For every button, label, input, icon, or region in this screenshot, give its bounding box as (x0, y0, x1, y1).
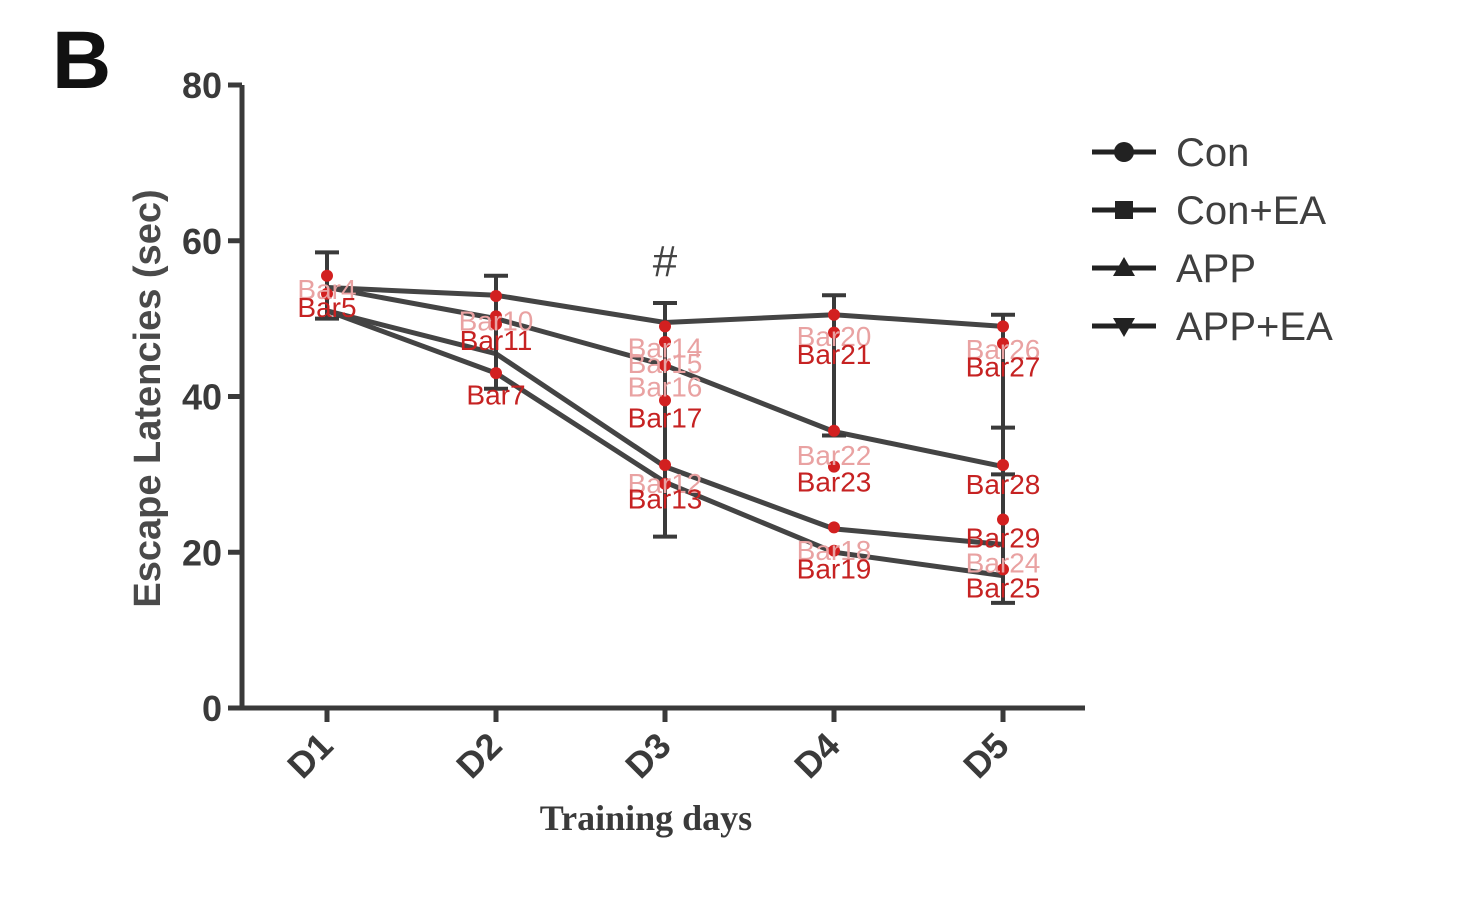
data-label-bar20: Bar20 (797, 321, 872, 352)
legend-marker-triangle-up (1113, 257, 1135, 276)
data-label-bar27: Bar27 (966, 351, 1041, 382)
panel-label: B (52, 15, 111, 106)
data-point-marker (321, 287, 333, 300)
annotations: # (653, 237, 678, 286)
data-point-marker (997, 320, 1009, 333)
data-point-marker (828, 544, 840, 557)
x-tick-label: D5 (955, 725, 1017, 787)
legend-label: Con+EA (1176, 189, 1326, 233)
y-tick-label: 0 (202, 688, 222, 729)
data-point-marker (997, 563, 1009, 576)
y-tick-label: 40 (182, 377, 222, 418)
data-label-bar5: Bar5 (297, 292, 356, 323)
data-label-bar17: Bar17 (628, 403, 703, 434)
legend-item-app-ea: APP+EA (1092, 305, 1333, 349)
legend-item-con-ea: Con+EA (1092, 189, 1326, 233)
x-tick-label: D3 (617, 725, 679, 787)
x-axis-title: Training days (540, 798, 752, 838)
data-point-marker (828, 521, 840, 534)
data-label-bar21: Bar21 (797, 339, 872, 370)
data-label-bar4: Bar4 (297, 274, 356, 305)
data-point-marker (659, 394, 671, 407)
y-tick-label: 60 (182, 221, 222, 262)
y-tick-label: 20 (182, 532, 222, 573)
data-label-bar11: Bar11 (460, 325, 533, 356)
data-label-bar16: Bar16 (628, 372, 703, 403)
data-label-bar22: Bar22 (797, 440, 872, 471)
y-tick-label: 80 (182, 65, 222, 106)
data-label-bar25: Bar25 (966, 572, 1041, 603)
data-labels: Bar4Bar5Bar7Bar10Bar11Bar12Bar13Bar14Bar… (297, 274, 1040, 603)
data-point-marker (828, 424, 840, 437)
legend-item-con: Con (1092, 131, 1249, 175)
data-label-bar28: Bar28 (966, 469, 1041, 500)
y-axis-title: Escape Latencies (sec) (127, 189, 169, 607)
data-label-bar26: Bar26 (966, 334, 1041, 365)
data-label-bar15: Bar15 (628, 348, 703, 379)
error-bar (315, 250, 339, 321)
x-tick-label: D2 (448, 725, 510, 787)
data-point-marker (997, 513, 1009, 526)
data-label-bar24: Bar24 (966, 547, 1041, 578)
data-label-bar29: Bar29 (966, 523, 1041, 554)
data-point-marker (321, 269, 333, 282)
legend-marker-triangle-down (1113, 318, 1135, 337)
data-point-marker (659, 477, 671, 490)
data-point-marker (659, 335, 671, 348)
data-point-marker (659, 320, 671, 333)
data-point-marker (659, 359, 671, 372)
data-point-marker (490, 367, 502, 380)
data-point-marker (828, 326, 840, 339)
data-point-marker (997, 459, 1009, 472)
x-tick-label: D4 (786, 725, 848, 787)
legend-marker-square (1115, 201, 1133, 219)
data-label-bar12: Bar12 (628, 468, 703, 499)
data-label-bar14: Bar14 (628, 333, 703, 364)
significance-annotation: # (653, 237, 678, 286)
legend-label: APP+EA (1176, 305, 1333, 349)
data-point-marker (490, 290, 502, 303)
data-label-bar7: Bar7 (466, 379, 525, 410)
data-label-bar19: Bar19 (797, 554, 872, 585)
data-label-bar23: Bar23 (797, 467, 872, 498)
data-point-marker (828, 460, 840, 473)
legend: Con Con+EA APP APP+EA (1092, 131, 1333, 349)
data-label-bar18: Bar18 (797, 535, 872, 566)
legend-marker-circle (1114, 142, 1134, 162)
data-point-marker (659, 459, 671, 472)
legend-label: Con (1176, 131, 1249, 175)
data-point-marker (997, 337, 1009, 350)
x-tick-label: D1 (279, 725, 341, 787)
data-label-bar10: Bar10 (459, 305, 534, 336)
data-point-marker (490, 318, 502, 331)
data-point-marker (828, 308, 840, 321)
legend-label: APP (1176, 247, 1256, 291)
data-label-bar13: Bar13 (628, 484, 703, 515)
data-points (321, 269, 1009, 576)
legend-item-app: APP (1092, 247, 1256, 291)
